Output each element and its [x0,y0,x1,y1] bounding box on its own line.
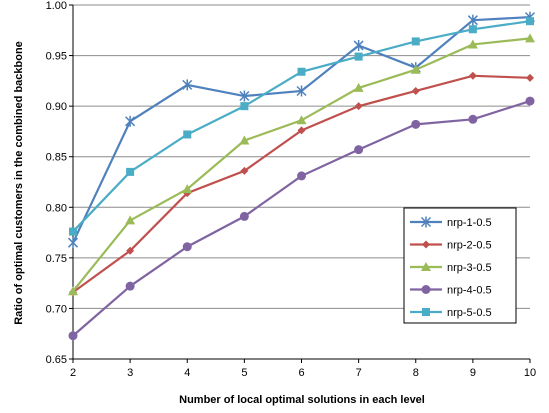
grid-lines [73,4,530,309]
x-tick-label: 7 [356,367,362,379]
data-point-star [67,237,79,249]
data-point-triangle [525,33,535,43]
y-tick-label: 0.80 [46,202,67,214]
data-point-square [240,102,249,111]
data-point-diamond [354,102,363,111]
data-point-square [526,17,534,26]
data-point-triangle [353,82,364,92]
data-point-diamond [297,126,306,135]
data-point-circle [68,331,78,341]
series-nrp-3-0.5 [68,33,535,296]
data-point-circle [239,211,249,221]
data-point-circle [182,242,192,252]
x-axis-title: Number of local optimal solutions in eac… [179,394,425,406]
x-tick-label: 8 [413,367,419,379]
data-point-star [182,79,193,91]
data-point-circle [354,145,364,155]
y-tick-labels: 0.65 0.70 0.75 0.80 0.85 0.90 0.95 1.00 [46,0,67,366]
x-tick-label: 10 [524,367,536,379]
x-tick-label: 6 [298,367,304,379]
legend-label: nrp-5-0.5 [447,307,492,319]
data-point-circle [525,96,535,106]
legend-item: nrp-3-0.5 [410,262,492,274]
legend-label: nrp-2-0.5 [447,240,492,252]
data-point-square [468,25,477,34]
data-point-star [353,39,364,51]
data-point-triangle [410,64,421,74]
legend-label: nrp-4-0.5 [447,285,492,297]
series-line [72,20,531,233]
series-nrp-1-0.5 [67,11,536,249]
data-point-circle [421,285,431,294]
data-point-triangle [239,135,250,145]
data-point-triangle [296,115,307,125]
x-tick-label: 2 [70,367,76,379]
data-point-square [69,227,77,236]
data-point-triangle [68,286,78,296]
legend-item: nrp-1-0.5 [410,216,492,229]
y-tick-label: 0.65 [46,354,67,366]
x-tick-label: 5 [241,367,247,379]
data-point-circle [468,114,478,124]
data-point-circle [297,171,306,181]
data-point-diamond [126,246,135,255]
data-point-square [411,37,420,46]
x-tick-label: 4 [184,367,190,379]
legend: nrp-1-0.5 nrp-2-0.5 nrp-3-0.5 nrp-4-0.5 nrp-… [403,207,517,324]
data-point-diamond [526,73,534,82]
data-point-square [354,52,363,61]
data-point-triangle [467,39,478,49]
data-point-star [125,115,136,127]
legend-item: nrp-4-0.5 [410,285,492,297]
data-point-star [296,85,307,97]
legend-label: nrp-3-0.5 [447,262,492,274]
data-point-triangle [125,215,136,225]
legend-label: nrp-1-0.5 [447,217,492,229]
legend-box [403,207,517,324]
series-group [67,11,536,341]
data-point-star [420,216,432,228]
y-tick-label: 1.00 [46,0,67,12]
y-tick-label: 0.75 [46,253,67,265]
x-tick-label: 3 [127,367,133,379]
legend-item: nrp-2-0.5 [410,240,492,252]
y-axis-title: Ratio of optimal customers in the combin… [13,41,25,325]
y-tick-label: 0.95 [46,51,67,63]
series-nrp-4-0.5 [68,96,535,341]
series-nrp-5-0.5 [69,17,534,236]
y-tick-label: 0.85 [46,152,67,164]
y-tick-label: 0.90 [46,101,67,113]
axes [69,4,531,363]
data-point-diamond [411,86,420,95]
data-point-diamond [240,166,249,175]
data-point-triangle [421,262,431,271]
data-point-star [467,14,478,26]
data-point-square [422,308,430,316]
data-point-diamond [422,240,430,249]
data-point-square [297,67,306,76]
data-point-diamond [468,71,477,80]
data-point-circle [411,119,421,129]
data-point-triangle [182,184,193,194]
x-tick-labels: 2 3 4 5 6 7 8 9 10 [70,367,536,379]
y-tick-label: 0.70 [46,303,67,315]
legend-item: nrp-5-0.5 [410,307,492,319]
data-point-circle [125,281,135,291]
x-tick-label: 9 [470,367,476,379]
data-point-star [239,90,250,102]
data-point-square [126,167,135,176]
data-point-square [183,130,192,139]
